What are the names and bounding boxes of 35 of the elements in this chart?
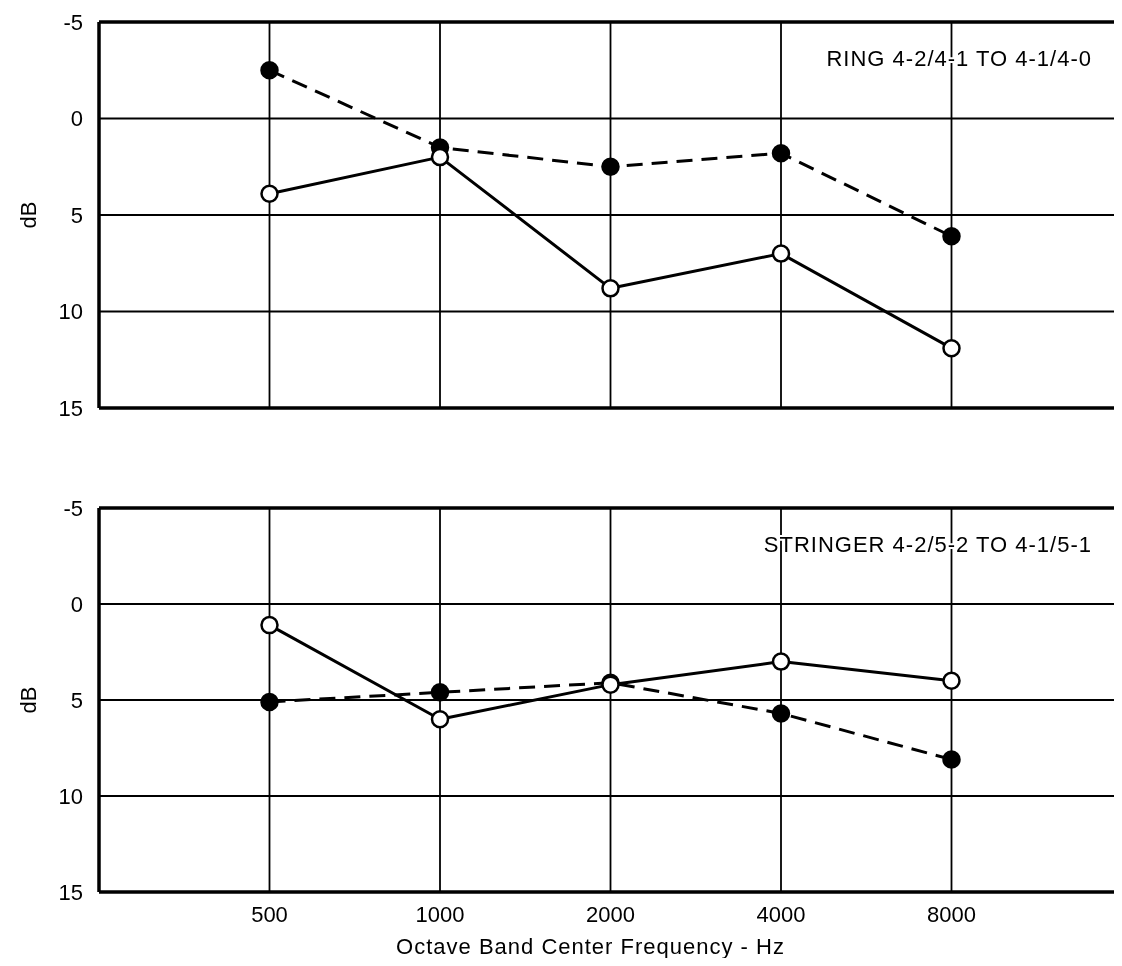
y-tick-label: 10 [58, 783, 83, 809]
x-tick-label: 4000 [756, 902, 806, 927]
y-tick-label: 5 [70, 687, 83, 713]
point [260, 615, 279, 635]
point [771, 143, 791, 163]
y-tick-label: -5 [63, 495, 83, 521]
point [942, 338, 961, 358]
point [771, 244, 791, 263]
point [430, 147, 450, 167]
point [942, 750, 961, 769]
y-tick-label: 5 [70, 202, 83, 228]
x-axis-title: Octave Band Center Frequency - Hz [396, 934, 785, 959]
y-axis-title: dB [16, 686, 41, 714]
y-axis-title: dB [16, 201, 41, 229]
point [601, 279, 620, 298]
y-tick-label: 0 [70, 106, 83, 131]
point [430, 709, 450, 729]
point [942, 671, 961, 691]
point [260, 692, 279, 712]
y-tick-label: -5 [63, 9, 83, 35]
y-tick-label: 15 [58, 879, 83, 905]
point [771, 704, 791, 723]
y-tick-label: 0 [70, 591, 83, 617]
x-tick-label: 1000 [415, 902, 465, 927]
point [771, 652, 791, 671]
x-tick-label: 8000 [927, 902, 976, 927]
point [942, 226, 961, 246]
x-tick-label: 2000 [586, 902, 635, 927]
point [601, 157, 620, 176]
point [260, 61, 279, 80]
y-tick-label: 10 [58, 299, 83, 324]
point [260, 184, 279, 204]
y-tick-label: 15 [58, 395, 83, 421]
x-tick-label: 500 [251, 902, 288, 927]
point [430, 683, 450, 702]
